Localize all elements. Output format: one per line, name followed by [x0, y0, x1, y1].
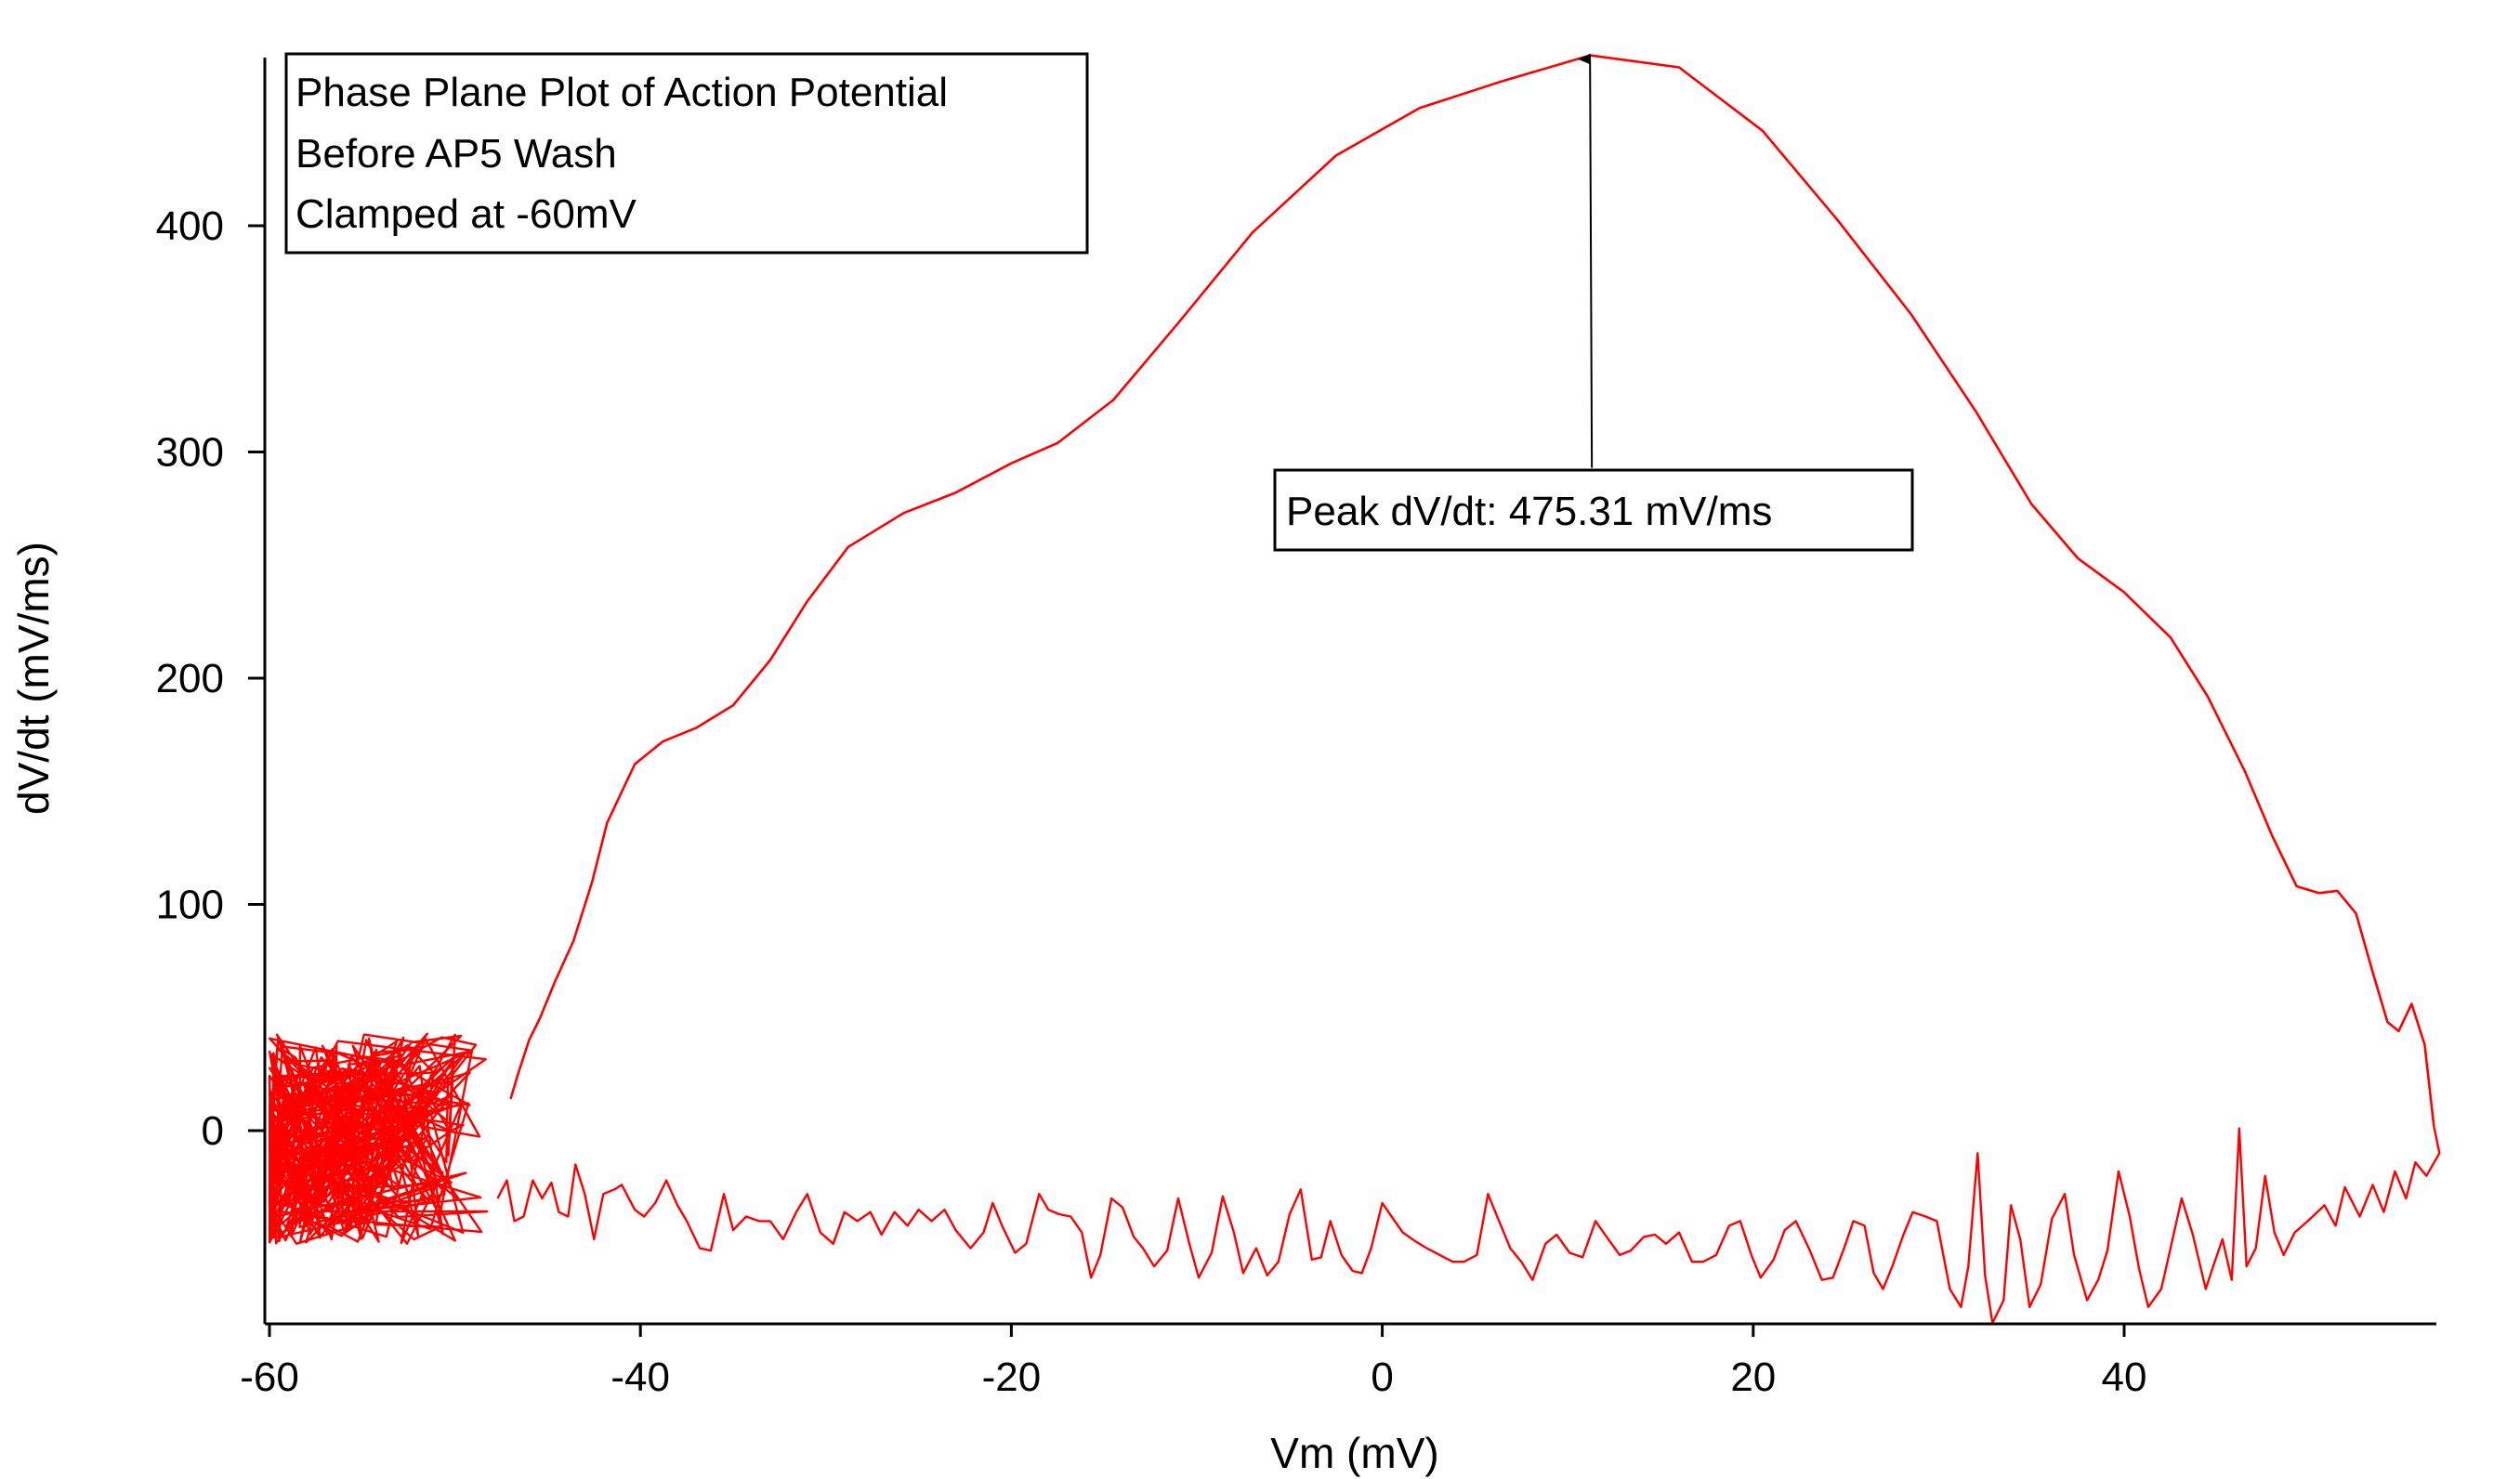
x-axis-ticks: -60 -40 -20 0 20 40: [240, 1324, 2146, 1400]
y-tick-label: 300: [156, 430, 224, 476]
x-axis-label: Vm (mV): [1270, 1429, 1438, 1477]
x-tick-label: 0: [1371, 1355, 1393, 1400]
title-line-1: Phase Plane Plot of Action Potential: [295, 70, 948, 115]
y-tick-label: 400: [156, 203, 224, 249]
series-upstroke: [509, 54, 2435, 1127]
series-layer: [268, 54, 2441, 1325]
plot-area: -60 -40 -20 0 20 40 0 100 200 300 400 Vm (mV) dV/…: [9, 52, 2441, 1477]
y-axis-label: dV/dt (mV/ms): [9, 542, 58, 815]
x-tick-label: 40: [2102, 1355, 2147, 1400]
x-tick-label: 20: [1730, 1355, 1776, 1400]
x-tick-label: -20: [982, 1355, 1042, 1400]
y-tick-label: 100: [156, 883, 224, 928]
series-noise-cluster: [268, 1032, 489, 1245]
title-box: Phase Plane Plot of Action Potential Bef…: [284, 52, 1089, 255]
peak-annotation: Peak dV/dt: 475.31 mV/ms: [1273, 53, 1914, 552]
y-tick-label: 0: [202, 1108, 224, 1154]
title-box-frame: [284, 52, 1089, 255]
series-downstroke: [496, 1125, 2441, 1325]
y-axis-ticks: 0 100 200 300 400: [156, 203, 265, 1154]
peak-label-box: [1273, 468, 1914, 552]
title-line-2: Before AP5 Wash: [295, 131, 617, 177]
x-tick-label: -60: [240, 1355, 299, 1400]
title-line-3: Clamped at -60mV: [295, 191, 637, 237]
peak-arrow: [1578, 53, 1594, 468]
y-tick-label: 200: [156, 656, 224, 701]
peak-label: Peak dV/dt: 475.31 mV/ms: [1286, 489, 1772, 534]
x-tick-label: -40: [610, 1355, 670, 1400]
